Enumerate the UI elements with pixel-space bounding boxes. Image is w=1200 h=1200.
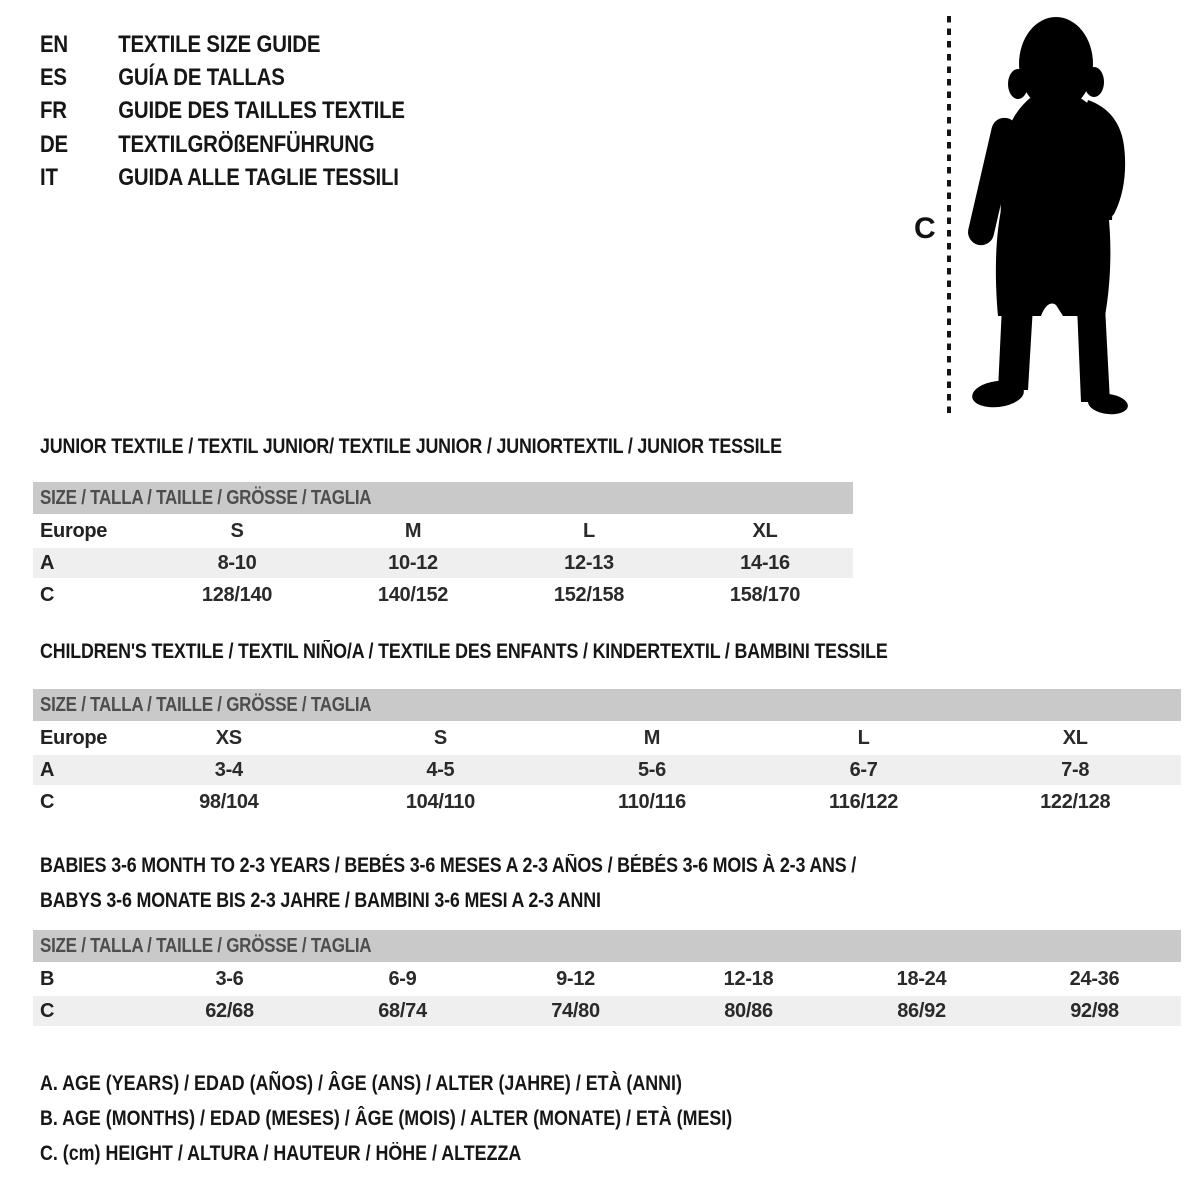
table-row: C 98/104 104/110 110/116 116/122 122/128 — [33, 787, 1181, 817]
children-section-heading-text: CHILDREN'S TEXTILE / TEXTIL NIÑO/A / TEX… — [40, 640, 888, 663]
size-value-cell: 4-5 — [334, 755, 547, 785]
language-code: IT — [40, 164, 58, 192]
language-code: DE — [40, 130, 69, 158]
size-value-cell: 158/170 — [729, 583, 801, 606]
row-label-cell: Europe — [40, 726, 108, 749]
table-row: A 3-4 4-5 5-6 6-7 7-8 — [33, 755, 1181, 785]
size-value-cell: S — [433, 726, 447, 749]
language-title-list: EN TEXTILE SIZE GUIDE ES GUÍA DE TALLAS … — [40, 28, 469, 195]
table-row: B 3-6 6-9 9-12 12-18 18-24 24-36 — [33, 964, 1181, 994]
language-code: ES — [40, 64, 67, 92]
legend-line-b: B. AGE (MONTHS) / EDAD (MESES) / ÂGE (MO… — [40, 1101, 854, 1136]
size-value-cell: 128/140 — [201, 583, 273, 606]
babies-heading-line1: BABIES 3-6 MONTH TO 2-3 YEARS / BEBÉS 3-… — [40, 854, 857, 877]
row-label-cell: C — [40, 583, 55, 606]
size-value-cell: XL — [752, 519, 778, 542]
guide-title: GUIDA ALLE TAGLIE TESSILI — [118, 164, 399, 192]
size-value-cell: 116/122 — [829, 790, 899, 813]
size-value-cell: 62/68 — [143, 996, 316, 1026]
size-value-cell: 110/116 — [617, 790, 686, 813]
language-row: EN TEXTILE SIZE GUIDE — [40, 28, 405, 61]
size-value-cell: 86/92 — [835, 996, 1008, 1026]
size-value-cell: 10-12 — [325, 548, 501, 578]
size-value-cell: 98/104 — [199, 790, 259, 813]
size-value-cell: M — [404, 519, 422, 542]
legend-line-c: C. (cm) HEIGHT / ALTURA / HAUTEUR / HÖHE… — [40, 1136, 854, 1171]
height-measure-dashed-line — [947, 16, 951, 416]
size-value-cell: 24-36 — [1069, 967, 1120, 990]
size-header-row: SIZE / TALLA / TAILLE / GRÖSSE / TAGLIA — [33, 689, 1181, 721]
measurement-legend: A. AGE (YEARS) / EDAD (AÑOS) / ÂGE (ANS)… — [40, 1066, 854, 1171]
size-value-cell: 12-13 — [501, 548, 677, 578]
size-value-cell: 68/74 — [316, 996, 489, 1026]
height-measure-label: C — [914, 212, 936, 245]
size-value-cell: 7-8 — [969, 755, 1181, 785]
size-value-cell: 18-24 — [896, 967, 947, 990]
size-value-cell: 12-18 — [723, 967, 774, 990]
children-section-heading: CHILDREN'S TEXTILE / TEXTIL NIÑO/A / TEX… — [40, 640, 1037, 664]
language-row: FR GUIDE DES TAILLES TEXTILE — [40, 95, 405, 128]
junior-section-heading: JUNIOR TEXTILE / TEXTIL JUNIOR/ TEXTILE … — [40, 435, 913, 459]
size-value-cell: M — [643, 726, 661, 749]
size-value-cell: L — [583, 519, 595, 542]
toddler-silhouette-image — [968, 17, 1128, 415]
size-value-cell: 104/110 — [405, 790, 475, 813]
size-value-cell: 140/152 — [377, 583, 449, 606]
children-size-table: SIZE / TALLA / TAILLE / GRÖSSE / TAGLIA … — [33, 687, 1181, 819]
size-header-label: SIZE / TALLA / TAILLE / GRÖSSE / TAGLIA — [40, 693, 372, 716]
language-row: ES GUÍA DE TALLAS — [40, 61, 405, 94]
size-value-cell: 14-16 — [677, 548, 853, 578]
size-value-cell: 3-4 — [123, 755, 335, 785]
legend-line-c-text: C. (cm) HEIGHT / ALTURA / HAUTEUR / HÖHE… — [40, 1142, 522, 1165]
size-value-cell: 6-9 — [388, 967, 417, 990]
row-label-cell: C — [40, 790, 55, 813]
language-code: FR — [40, 97, 67, 125]
size-header-row: SIZE / TALLA / TAILLE / GRÖSSE / TAGLIA — [33, 482, 853, 514]
guide-title: TEXTILGRÖßENFÜHRUNG — [118, 130, 375, 158]
row-label-cell: C — [33, 996, 143, 1026]
size-value-cell: XL — [1062, 726, 1088, 749]
size-value-cell: L — [857, 726, 870, 749]
size-value-cell: 6-7 — [757, 755, 970, 785]
table-row: Europe XS S M L XL — [33, 723, 1181, 753]
table-row: C 128/140 140/152 152/158 158/170 — [33, 580, 853, 610]
language-code: EN — [40, 30, 69, 58]
legend-line-a: A. AGE (YEARS) / EDAD (AÑOS) / ÂGE (ANS)… — [40, 1066, 854, 1101]
size-value-cell: 92/98 — [1008, 996, 1181, 1026]
size-value-cell: S — [230, 519, 244, 542]
size-value-cell: 5-6 — [546, 755, 758, 785]
size-value-cell: 80/86 — [662, 996, 835, 1026]
junior-section-heading-text: JUNIOR TEXTILE / TEXTIL JUNIOR/ TEXTILE … — [40, 435, 782, 458]
guide-title: TEXTILE SIZE GUIDE — [118, 30, 321, 58]
legend-line-b-text: B. AGE (MONTHS) / EDAD (MESES) / ÂGE (MO… — [40, 1107, 733, 1130]
legend-line-a-text: A. AGE (YEARS) / EDAD (AÑOS) / ÂGE (ANS)… — [40, 1072, 682, 1095]
babies-size-table: SIZE / TALLA / TAILLE / GRÖSSE / TAGLIA … — [33, 928, 1181, 1028]
guide-title: GUIDE DES TAILLES TEXTILE — [118, 97, 405, 125]
table-row: A 8-10 10-12 12-13 14-16 — [33, 548, 853, 578]
babies-heading-line2: BABYS 3-6 MONATE BIS 2-3 JAHRE / BAMBINI… — [40, 889, 601, 912]
size-header-label: SIZE / TALLA / TAILLE / GRÖSSE / TAGLIA — [40, 934, 372, 957]
size-value-cell: 74/80 — [489, 996, 662, 1026]
row-label-cell: A — [33, 548, 149, 578]
row-label-cell: B — [40, 967, 55, 990]
row-label-cell: A — [33, 755, 123, 785]
language-row: DE TEXTILGRÖßENFÜHRUNG — [40, 128, 405, 161]
size-value-cell: 122/128 — [1040, 790, 1111, 813]
guide-title: GUÍA DE TALLAS — [118, 64, 285, 92]
table-row: Europe S M L XL — [33, 516, 853, 546]
size-value-cell: 3-6 — [215, 967, 244, 990]
table-row: C 62/68 68/74 74/80 80/86 86/92 92/98 — [33, 996, 1181, 1026]
size-value-cell: 9-12 — [556, 967, 595, 990]
size-header-label: SIZE / TALLA / TAILLE / GRÖSSE / TAGLIA — [40, 486, 372, 509]
junior-size-table: SIZE / TALLA / TAILLE / GRÖSSE / TAGLIA … — [33, 480, 853, 612]
size-value-cell: XS — [215, 726, 242, 749]
babies-section-heading: BABIES 3-6 MONTH TO 2-3 YEARS / BEBÉS 3-… — [40, 848, 1000, 918]
size-header-row: SIZE / TALLA / TAILLE / GRÖSSE / TAGLIA — [33, 930, 1181, 962]
language-row: IT GUIDA ALLE TAGLIE TESSILI — [40, 162, 405, 195]
size-value-cell: 152/158 — [553, 583, 625, 606]
size-value-cell: 8-10 — [149, 548, 325, 578]
row-label-cell: Europe — [40, 519, 108, 542]
